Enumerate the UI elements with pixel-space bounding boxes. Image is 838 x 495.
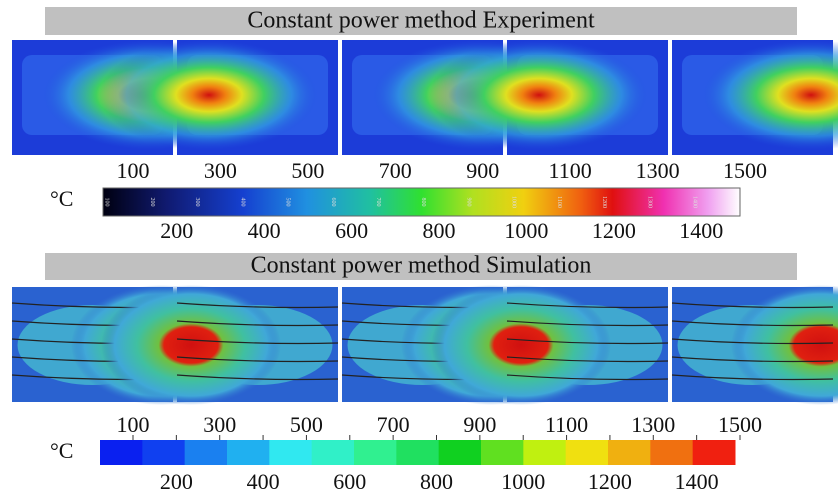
scale-label: 800: [420, 469, 453, 494]
scale-label: 500: [290, 412, 323, 437]
scale-label: 400: [247, 469, 280, 494]
scale-label: 1100: [545, 412, 588, 437]
scale-label: 1300: [636, 158, 680, 183]
scale-label: 900: [466, 158, 499, 183]
scale-label: 1100: [549, 158, 592, 183]
title-bar: [45, 7, 797, 35]
bar-label: 500: [285, 198, 291, 207]
colorbar-segment: [227, 440, 270, 465]
scale-label: 1000: [504, 218, 548, 243]
colorbar-segment: [396, 440, 440, 465]
scale-label: 300: [204, 158, 237, 183]
bar-label: 400: [239, 198, 245, 207]
scale-label: 1500: [723, 158, 767, 183]
scale-label: 900: [463, 412, 496, 437]
mesh-line: [506, 374, 669, 381]
scale-label: 700: [379, 158, 412, 183]
mesh-line: [506, 338, 669, 345]
hot-spot: [701, 40, 838, 150]
colorbar-segment: [565, 440, 609, 465]
colorbar-segment: [523, 440, 567, 465]
experiment-title: Constant power method Experiment: [247, 8, 595, 34]
colorbar-segment: [142, 440, 186, 465]
colorbar-segment: [269, 440, 313, 465]
bar-label: 800: [420, 198, 426, 207]
mesh-line: [671, 374, 834, 381]
bar-label: 700: [375, 198, 381, 207]
scale-label: 1400: [675, 469, 719, 494]
bar-label: 1400: [692, 196, 698, 208]
hot-spot: [99, 40, 319, 150]
colorbar-segment: [100, 440, 143, 465]
mesh-line: [176, 374, 339, 381]
scale-label: 1300: [631, 412, 675, 437]
scale-label: 1200: [588, 469, 632, 494]
scale-label: 300: [203, 412, 236, 437]
bar-label: 1300: [646, 196, 652, 208]
hot-spot: [431, 285, 611, 405]
hot-spot: [731, 285, 838, 405]
bar-label: 900: [465, 198, 471, 207]
scale-label: 500: [291, 158, 324, 183]
colorbar-segment: [650, 440, 694, 465]
bar-label: 200: [149, 198, 155, 207]
mesh-line: [671, 320, 834, 327]
bar-label: 300: [194, 198, 200, 207]
mesh-line: [176, 356, 339, 363]
colorbar-segment: [354, 440, 397, 465]
experiment-colorbar: [102, 187, 741, 217]
colorbar-segment: [692, 440, 736, 465]
bar-label: 600: [330, 198, 336, 207]
colorbar-segment: [311, 440, 355, 465]
scale-label: 1500: [718, 412, 762, 437]
mesh-line: [506, 302, 669, 309]
bar-label: 100: [104, 198, 110, 207]
colorbar-segment: [438, 440, 482, 465]
scale-label: 400: [248, 218, 281, 243]
scale-label: 200: [160, 469, 193, 494]
scale-label: 100: [117, 412, 150, 437]
simulation-title: Constant power method Simulation: [251, 253, 592, 279]
bar-label: 1200: [601, 196, 607, 208]
scale-label: 1000: [501, 469, 545, 494]
bar-label: 1000: [511, 196, 517, 208]
scale-label: 100: [117, 158, 150, 183]
hot-spot: [101, 285, 281, 405]
colorbar-segment: [608, 440, 651, 465]
colorbar-segment: [481, 440, 524, 465]
mesh-line: [671, 338, 834, 345]
mesh-line: [671, 302, 834, 309]
title-bar: [45, 253, 797, 280]
scale-label: 700: [377, 412, 410, 437]
mesh-line: [506, 356, 669, 363]
mesh-line: [506, 320, 669, 327]
mesh-line: [176, 302, 339, 309]
colorbar-segment: [184, 440, 228, 465]
bar-label: 1100: [556, 196, 562, 208]
unit-label: °C: [50, 438, 73, 463]
scale-label: 600: [333, 469, 366, 494]
mesh-line: [176, 338, 339, 345]
scale-label: 600: [335, 218, 368, 243]
mesh-line: [671, 356, 834, 363]
mesh-line: [176, 320, 339, 327]
scale-label: 200: [160, 218, 193, 243]
scale-label: 800: [423, 218, 456, 243]
hot-spot: [429, 40, 649, 150]
unit-label: °C: [50, 186, 73, 211]
scale-label: 1200: [592, 218, 636, 243]
scale-label: 1400: [679, 218, 723, 243]
